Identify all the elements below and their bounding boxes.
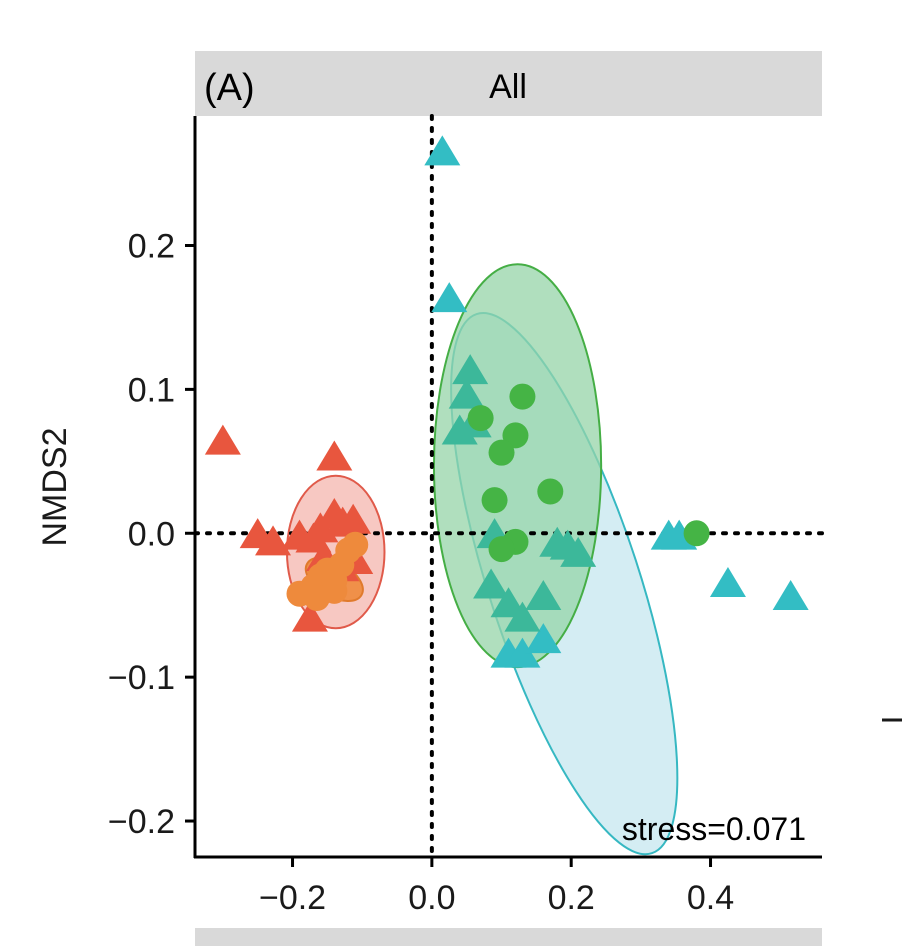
x-tick-label: 0.4 [687,879,734,917]
y-tick-label: 0.2 [128,227,175,265]
green-circle-point [467,405,494,432]
panel-label: (A) [204,67,255,109]
lower-strip-header [195,928,822,946]
midteal-triangle-point [525,580,562,611]
midteal-triangle-point [473,568,510,599]
green-circle-point [537,478,564,505]
teal-triangle-point [525,623,562,654]
red-triangle-point [316,440,353,471]
x-tick-label: 0.0 [408,879,455,917]
x-tick-label: 0.2 [548,879,595,917]
midteal-triangle-point [441,414,478,445]
midteal-triangle-point [490,587,527,618]
orange-circle-point [321,577,348,604]
y-tick-label: −0.2 [108,803,175,841]
teal-triangle-point [650,519,687,550]
midteal-triangle-point [504,601,541,632]
y-tick-label: −0.1 [108,659,175,697]
orange-circle-point [342,531,369,558]
stress-annotation: stress=0.071 [622,811,806,847]
teal-triangle-point [709,567,746,598]
green-circle-point [488,536,515,563]
red-triangle-point [204,424,241,455]
x-tick-label: −0.2 [259,879,326,917]
chart-title: All [489,68,527,106]
green-circle-point [683,520,710,547]
green-circle-point [509,383,536,410]
teal-triangle-point [504,637,541,668]
teal-triangle-point [424,135,461,166]
midteal-triangle-point [560,536,597,567]
green-circle-point [502,422,529,449]
green-circle-point [488,439,515,466]
red-triangle-point [291,601,328,632]
strip-header [195,51,822,116]
red-triangle-point [335,503,372,534]
teal-triangle-point [772,580,809,611]
midteal-triangle-point [448,378,485,409]
y-tick-label: 0.1 [128,371,175,409]
red-triangle-point [255,525,292,556]
green-circle-point [481,487,508,514]
y-tick-label: 0.0 [128,515,175,553]
midteal-triangle-point [452,354,489,385]
y-axis-title: NMDS2 [36,427,74,546]
teal-triangle-point [431,282,468,313]
